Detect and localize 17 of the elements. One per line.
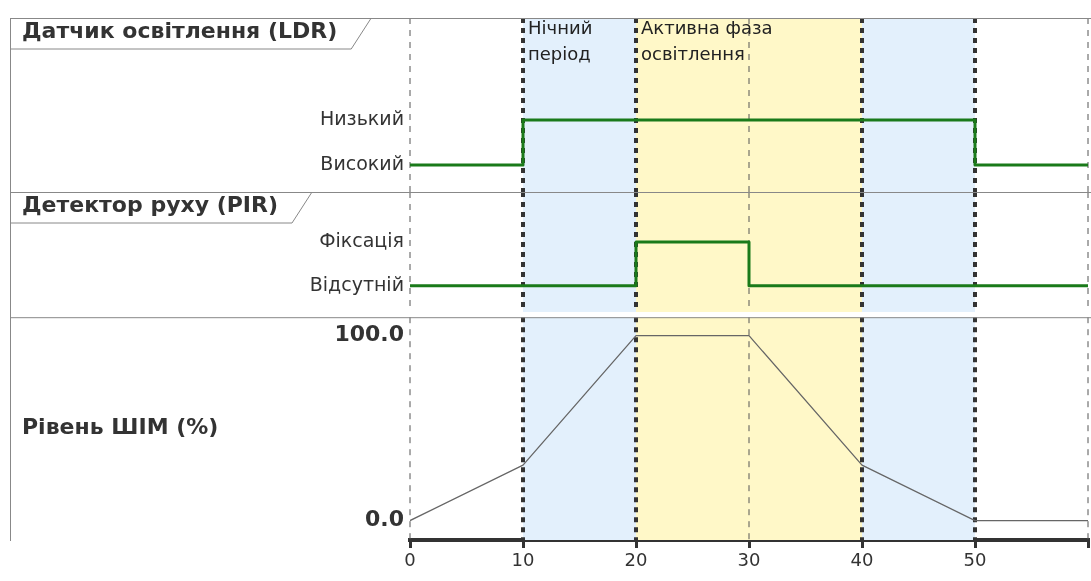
y-axis-title: Рівень ШІМ (%) [22,414,219,440]
text: Низький [319,107,404,129]
x-tick-label: 30 [737,549,761,571]
text: Датчик освітлення (LDR) [22,17,338,43]
x-tick-label: 20 [624,549,648,571]
band-label: Нічний період [528,16,593,64]
band-label: Активна фаза освітлення [641,16,773,64]
x-tick-label: 0 [404,549,416,571]
text: Фіксація [319,228,404,251]
x-tick-label: 10 [511,549,535,571]
y-tick-label: 100.0 [334,321,404,347]
x-tick-label: 50 [963,549,987,571]
y-tick-label: 0.0 [365,506,404,532]
text: Детектор руху (PIR) [22,191,279,217]
text: Відсутній [309,272,404,295]
x-tick-label: 40 [850,549,874,571]
text: Високий [320,151,404,174]
